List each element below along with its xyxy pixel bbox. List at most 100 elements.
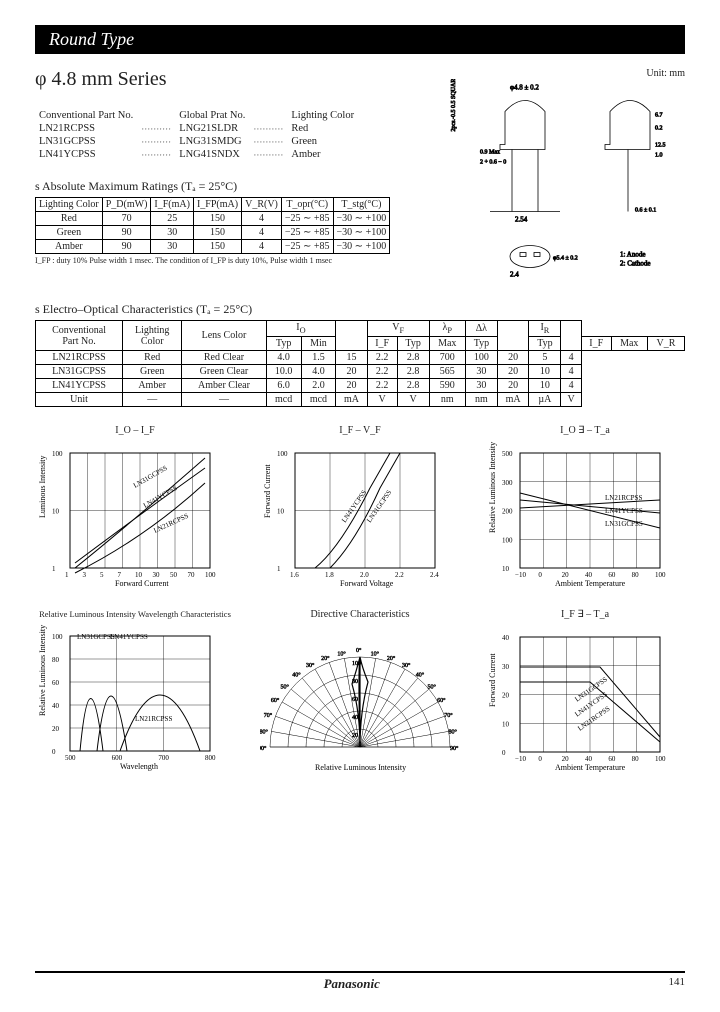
- top-section: φ 4.8 mm Series Conventional Part No. Gl…: [35, 68, 685, 302]
- chart-io-if: I_O – I_F 135710305070100110100 LN31GCPS…: [35, 425, 235, 591]
- chart-title: I_F ∃ – T_a: [485, 609, 685, 620]
- svg-text:80: 80: [632, 755, 640, 763]
- svg-text:30: 30: [502, 663, 510, 671]
- svg-text:Ambient Temperature: Ambient Temperature: [555, 763, 626, 772]
- svg-text:2.4: 2.4: [510, 271, 519, 279]
- svg-text:Luminous Intensity: Luminous Intensity: [38, 456, 47, 518]
- svg-text:50°: 50°: [428, 683, 437, 690]
- svg-text:80°: 80°: [260, 728, 268, 735]
- svg-text:Relative Luminous Intensity: Relative Luminous Intensity: [315, 763, 406, 772]
- svg-text:1.8: 1.8: [325, 571, 334, 579]
- svg-text:1.6: 1.6: [290, 571, 299, 579]
- svg-text:LN41YCPSS: LN41YCPSS: [142, 484, 179, 510]
- svg-text:10: 10: [52, 508, 60, 516]
- svg-text:20°: 20°: [321, 655, 330, 662]
- svg-text:40°: 40°: [292, 671, 301, 678]
- svg-text:70°: 70°: [444, 712, 453, 719]
- chart-title: Relative Luminous Intensity Wavelength C…: [35, 609, 235, 619]
- svg-text:40: 40: [585, 755, 593, 763]
- svg-text:0.6 ± 0.1: 0.6 ± 0.1: [635, 208, 656, 214]
- svg-text:70: 70: [188, 571, 196, 579]
- svg-text:−10: −10: [515, 571, 526, 579]
- svg-text:100: 100: [205, 571, 216, 579]
- svg-text:0.2: 0.2: [655, 126, 663, 132]
- svg-text:2: Cathode: 2: Cathode: [620, 260, 651, 268]
- svg-text:60: 60: [608, 755, 616, 763]
- svg-text:20: 20: [562, 571, 570, 579]
- svg-text:60: 60: [608, 571, 616, 579]
- svg-text:90°: 90°: [260, 745, 267, 752]
- page-number: 141: [669, 976, 686, 992]
- svg-text:60°: 60°: [437, 697, 446, 704]
- svg-text:70°: 70°: [264, 712, 273, 719]
- footer: Panasonic 141: [35, 971, 685, 992]
- svg-text:40: 40: [52, 702, 60, 710]
- svg-text:80°: 80°: [449, 728, 458, 735]
- svg-text:Forward Current: Forward Current: [115, 579, 169, 588]
- svg-text:2pcs.-0.5 0.5 SQUARE: 2pcs.-0.5 0.5 SQUARE: [451, 79, 457, 132]
- svg-text:30°: 30°: [402, 662, 411, 669]
- svg-text:100: 100: [52, 450, 63, 458]
- svg-text:Forward Current: Forward Current: [263, 464, 272, 518]
- part-conv: LN31GCPSS: [35, 135, 137, 148]
- svg-text:0: 0: [538, 755, 542, 763]
- svg-text:Forward Current: Forward Current: [488, 653, 497, 707]
- svg-text:0: 0: [502, 749, 506, 757]
- svg-text:60°: 60°: [271, 697, 280, 704]
- part-color: Red: [287, 122, 358, 135]
- svg-text:LN31GCPSS: LN31GCPSS: [365, 489, 393, 525]
- svg-text:60: 60: [52, 679, 60, 687]
- svg-text:80: 80: [52, 656, 60, 664]
- part-color: Amber: [287, 148, 358, 161]
- svg-text:300: 300: [502, 479, 513, 487]
- svg-text:φ4.8 ± 0.2: φ4.8 ± 0.2: [510, 84, 539, 92]
- eo-title: s Electro–Optical Characteristics (Tₐ = …: [35, 302, 685, 317]
- series-title: φ 4.8 mm Series: [35, 68, 432, 91]
- svg-text:10: 10: [502, 565, 510, 573]
- svg-text:7: 7: [118, 571, 122, 579]
- svg-text:700: 700: [158, 754, 169, 762]
- chart-io-ta: I_O ∃ – T_a −100204060801001010020030050…: [485, 425, 685, 591]
- abs-title: s Absolute Maximum Ratings (Tₐ = 25°C): [35, 179, 432, 194]
- unit-label: Unit: mm: [450, 68, 685, 79]
- charts-row-2: Relative Luminous Intensity Wavelength C…: [35, 609, 685, 775]
- svg-text:20: 20: [502, 692, 510, 700]
- svg-text:2.54: 2.54: [515, 216, 528, 224]
- svg-text:800: 800: [205, 754, 216, 762]
- svg-text:1: 1: [52, 565, 56, 573]
- svg-text:80: 80: [632, 571, 640, 579]
- svg-text:LN21RCPSS: LN21RCPSS: [152, 512, 189, 535]
- svg-text:12.5: 12.5: [655, 143, 666, 149]
- svg-text:0.9 Max: 0.9 Max: [480, 150, 500, 156]
- svg-text:2.2: 2.2: [395, 571, 404, 579]
- svg-text:2.0: 2.0: [360, 571, 369, 579]
- svg-text:LN21RCPSS: LN21RCPSS: [605, 494, 642, 502]
- svg-text:50: 50: [170, 571, 178, 579]
- svg-text:100: 100: [655, 755, 666, 763]
- svg-text:600: 600: [112, 754, 123, 762]
- parts-head-color: Lighting Color: [287, 109, 358, 122]
- svg-text:Relative Luminous Intensity: Relative Luminous Intensity: [488, 442, 497, 533]
- chart-if-vf: I_F – V_F 1.61.82.02.22.4110100 LN41YCPS…: [260, 425, 460, 591]
- svg-text:0: 0: [538, 571, 542, 579]
- parts-table: Conventional Part No. Global Prat No. Li…: [35, 109, 358, 161]
- header-bar: Round Type: [35, 25, 685, 54]
- abs-note: I_FP : duty 10% Pulse width 1 msec. The …: [35, 256, 432, 265]
- svg-text:LN41YCPSS: LN41YCPSS: [605, 507, 643, 515]
- chart-directive: Directive Characteristics 2040608010010°…: [260, 609, 460, 775]
- svg-text:Relative Luminous Intensity: Relative Luminous Intensity: [38, 625, 47, 716]
- svg-text:φ5.4 ± 0.2: φ5.4 ± 0.2: [553, 256, 578, 262]
- chart-wavelength: Relative Luminous Intensity Wavelength C…: [35, 609, 235, 775]
- svg-text:500: 500: [65, 754, 76, 762]
- svg-text:10: 10: [277, 508, 285, 516]
- svg-text:100: 100: [502, 536, 513, 544]
- svg-text:50°: 50°: [280, 683, 289, 690]
- svg-text:LN31GCPSS: LN31GCPSS: [132, 464, 169, 490]
- svg-text:−10: −10: [515, 755, 526, 763]
- chart-title: I_O ∃ – T_a: [485, 425, 685, 436]
- svg-text:30: 30: [153, 571, 161, 579]
- brand: Panasonic: [324, 976, 380, 992]
- svg-text:2 + 0.6 − 0: 2 + 0.6 − 0: [480, 160, 506, 166]
- svg-text:10: 10: [502, 720, 510, 728]
- parts-head-conv: Conventional Part No.: [35, 109, 137, 122]
